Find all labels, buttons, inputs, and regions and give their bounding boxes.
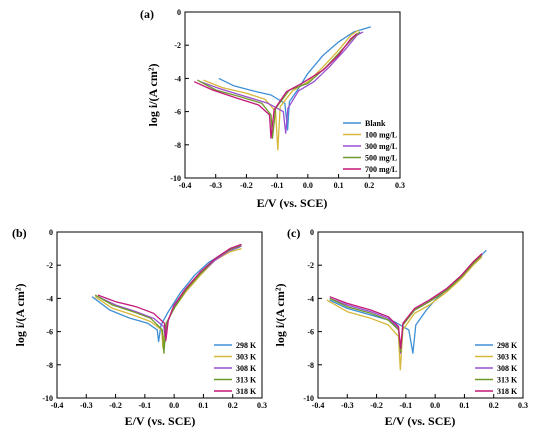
- legend-entry: 308 K: [236, 364, 257, 373]
- legend-entry: 308 K: [497, 364, 518, 373]
- y-tick-label: -4: [174, 74, 181, 83]
- y-tick-label: 0: [310, 228, 314, 237]
- y-tick-label: -6: [307, 328, 314, 337]
- x-tick-label: 0.1: [334, 181, 344, 190]
- x-tick-label: 0.3: [518, 401, 528, 410]
- series-line-2: [94, 247, 242, 349]
- y-tick-label: -8: [307, 361, 314, 370]
- series-line-5: [193, 33, 358, 139]
- legend-entry: 303 K: [497, 353, 518, 362]
- legend-entry: 313 K: [497, 376, 518, 385]
- legend-entry: 298 K: [497, 341, 518, 350]
- plot-frame: [56, 231, 263, 399]
- y-tick-label: -10: [42, 394, 53, 403]
- x-tick-label: -0.4: [51, 401, 64, 410]
- x-tick-label: -0.1: [271, 181, 284, 190]
- series-line-3: [200, 31, 364, 134]
- series-line-4: [329, 254, 483, 353]
- x-axis-title: E/V (vs. SCE): [385, 414, 456, 428]
- series-line-5: [329, 253, 483, 349]
- x-axis-title: E/V (vs. SCE): [257, 196, 328, 210]
- x-tick-label: -0.1: [400, 401, 413, 410]
- legend-entry: 300 mg/L: [365, 142, 397, 151]
- legend-entry: 298 K: [236, 341, 257, 350]
- plot-frame: [184, 11, 401, 179]
- series-line-5: [97, 243, 242, 341]
- y-tick-label: -6: [174, 108, 181, 117]
- x-tick-label: -0.3: [209, 181, 222, 190]
- series-line-2: [326, 256, 483, 371]
- y-tick-label: -10: [170, 174, 181, 183]
- x-tick-label: 0.3: [395, 181, 405, 190]
- panel-label: (c): [287, 226, 300, 240]
- panel-label: (a): [140, 7, 154, 21]
- legend-entry: 313 K: [236, 376, 257, 385]
- legend-entry: 100 mg/L: [365, 131, 397, 140]
- plot-frame: [317, 231, 524, 399]
- legend-entry: Blank: [365, 119, 386, 128]
- x-tick-label: -0.2: [240, 181, 253, 190]
- series-line-3: [97, 245, 242, 343]
- x-tick-label: 0.2: [364, 181, 374, 190]
- y-tick-label: -4: [46, 294, 53, 303]
- y-tick-label: -2: [174, 41, 181, 50]
- series-line-4: [94, 244, 242, 354]
- y-tick-label: -2: [46, 261, 53, 270]
- x-tick-label: -0.4: [312, 401, 325, 410]
- y-axis-title: log i/(A cm²): [146, 64, 160, 127]
- y-tick-label: 0: [49, 228, 53, 237]
- legend-entry: 318 K: [236, 387, 257, 396]
- series-line-1: [329, 249, 487, 354]
- legend-entry: 303 K: [236, 353, 257, 362]
- x-axis-title: E/V (vs. SCE): [125, 414, 196, 428]
- x-tick-label: 0.0: [303, 181, 313, 190]
- y-tick-label: -8: [46, 361, 53, 370]
- chart-panel-1: -0.4 -0.3 -0.2 -0.1 0.0 0.1 0.2 0.3 0 -2 -4 -6 -8 -10…: [140, 7, 405, 210]
- x-tick-label: -0.2: [370, 401, 383, 410]
- series-line-1: [218, 26, 371, 131]
- y-tick-label: 0: [177, 8, 181, 17]
- x-tick-label: 0.0: [169, 401, 179, 410]
- y-axis-title: log i/(A cm²): [273, 284, 287, 347]
- x-tick-label: 0.2: [228, 401, 238, 410]
- x-tick-label: -0.3: [341, 401, 354, 410]
- legend-entry: 318 K: [497, 387, 518, 396]
- x-tick-label: 0.1: [198, 401, 208, 410]
- panel-label: (b): [12, 226, 27, 240]
- chart-panel-3: -0.4 -0.3 -0.2 -0.1 0.0 0.1 0.2 0.3 0 -2 -4 -6 -8 -10…: [273, 226, 528, 428]
- y-axis-title: log i/(A cm²): [13, 284, 27, 347]
- x-tick-label: 0.2: [489, 401, 499, 410]
- x-tick-label: -0.4: [179, 181, 192, 190]
- y-tick-label: -10: [303, 394, 314, 403]
- x-tick-label: 0.1: [459, 401, 469, 410]
- series-line-2: [203, 29, 359, 151]
- x-tick-label: 0.3: [257, 401, 267, 410]
- y-tick-label: -2: [307, 261, 314, 270]
- series-line-3: [329, 254, 483, 354]
- y-tick-label: -8: [174, 141, 181, 150]
- x-tick-label: -0.3: [80, 401, 93, 410]
- x-tick-label: -0.2: [109, 401, 122, 410]
- x-tick-label: -0.1: [139, 401, 152, 410]
- y-tick-label: -6: [46, 328, 53, 337]
- y-tick-label: -4: [307, 294, 314, 303]
- x-tick-label: 0.0: [430, 401, 440, 410]
- legend-entry: 700 mg/L: [365, 165, 397, 174]
- legend-entry: 500 mg/L: [365, 154, 397, 163]
- chart-panel-2: -0.4 -0.3 -0.2 -0.1 0.0 0.1 0.2 0.3 0 -2 -4 -6 -8 -10…: [12, 226, 267, 428]
